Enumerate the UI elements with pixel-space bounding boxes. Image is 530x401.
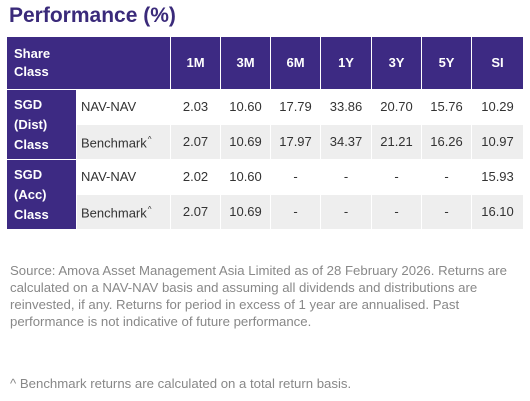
- table-row: SGD (Dist) Class NAV-NAV 2.03 10.60 17.7…: [6, 89, 525, 160]
- share-class-header-line1: Share: [14, 46, 51, 61]
- group-label-line: Class: [14, 206, 49, 222]
- period-header-3m: 3M: [220, 36, 272, 90]
- value-cell: 10.60: [220, 159, 272, 195]
- value-cell: 15.93: [471, 159, 525, 195]
- value-cell: -: [371, 194, 423, 230]
- share-class-group-label: SGD (Dist) Class: [6, 89, 77, 160]
- period-header-5y: 5Y: [421, 36, 473, 90]
- value-cell: -: [421, 159, 473, 195]
- value-cell: -: [320, 159, 373, 195]
- value-cell: 34.37: [320, 124, 373, 160]
- share-class-group-label: SGD (Acc) Class: [6, 159, 77, 230]
- value-cell: 10.69: [220, 124, 272, 160]
- table-row: SGD (Acc) Class NAV-NAV 2.02 10.60 - - -…: [6, 159, 525, 230]
- value-cell: 33.86: [320, 89, 373, 125]
- group-label-line: (Acc): [14, 186, 47, 202]
- value-cell: 10.29: [471, 89, 525, 125]
- period-header-si: SI: [471, 36, 525, 90]
- value-cell: 17.97: [270, 124, 322, 160]
- value-cell: -: [371, 159, 423, 195]
- value-cell: -: [270, 159, 322, 195]
- period-header-1m: 1M: [170, 36, 222, 90]
- footnote-marker: ^: [147, 205, 152, 215]
- value-cell: -: [320, 194, 373, 230]
- return-type-label: Benchmark: [81, 135, 147, 151]
- benchmark-footnote: ^ Benchmark returns are calculated on a …: [10, 376, 352, 391]
- value-cell: 10.97: [471, 124, 525, 160]
- table-row: Benchmark^ 2.07 10.69 17.97 34.37 21.21 …: [7, 124, 525, 160]
- value-cell: 2.02: [170, 159, 222, 195]
- footnote-marker: ^: [147, 135, 152, 145]
- return-type-label: Benchmark: [81, 205, 147, 221]
- return-type-cell: NAV-NAV: [75, 159, 172, 195]
- return-type-cell: Benchmark^: [75, 124, 172, 160]
- share-class-header-line2: Class: [14, 64, 49, 79]
- value-cell: 20.70: [371, 89, 423, 125]
- value-cell: 17.79: [270, 89, 322, 125]
- page-title: Performance (%): [9, 4, 176, 27]
- return-type-cell: Benchmark^: [75, 194, 172, 230]
- value-cell: -: [421, 194, 473, 230]
- table-header-row: Share Class 1M 3M 6M 1Y 3Y 5Y SI: [5, 36, 525, 90]
- period-header-6m: 6M: [270, 36, 322, 90]
- group-label-line: Class: [14, 136, 49, 152]
- value-cell: 10.69: [220, 194, 272, 230]
- performance-table: Share Class 1M 3M 6M 1Y 3Y 5Y SI SGD (Di…: [5, 36, 525, 230]
- group-label-line: SGD: [14, 96, 43, 112]
- return-type-cell: NAV-NAV: [75, 89, 172, 125]
- value-cell: 21.21: [371, 124, 423, 160]
- value-cell: 2.07: [170, 194, 222, 230]
- value-cell: 16.10: [471, 194, 525, 230]
- group-label-line: SGD: [14, 166, 43, 182]
- period-header-1y: 1Y: [320, 36, 373, 90]
- return-type-label: NAV-NAV: [81, 169, 137, 184]
- group-label-line: (Dist): [14, 116, 48, 132]
- value-cell: 2.03: [170, 89, 222, 125]
- period-header-3y: 3Y: [371, 36, 423, 90]
- value-cell: 15.76: [421, 89, 473, 125]
- value-cell: 16.26: [421, 124, 473, 160]
- table-row: Benchmark^ 2.07 10.69 - - - - 16.10: [7, 194, 525, 230]
- source-note: Source: Amova Asset Management Asia Limi…: [10, 263, 507, 329]
- value-cell: 2.07: [170, 124, 222, 160]
- value-cell: -: [270, 194, 322, 230]
- value-cell: 10.60: [220, 89, 272, 125]
- share-class-header: Share Class: [5, 36, 172, 90]
- return-type-label: NAV-NAV: [81, 99, 137, 114]
